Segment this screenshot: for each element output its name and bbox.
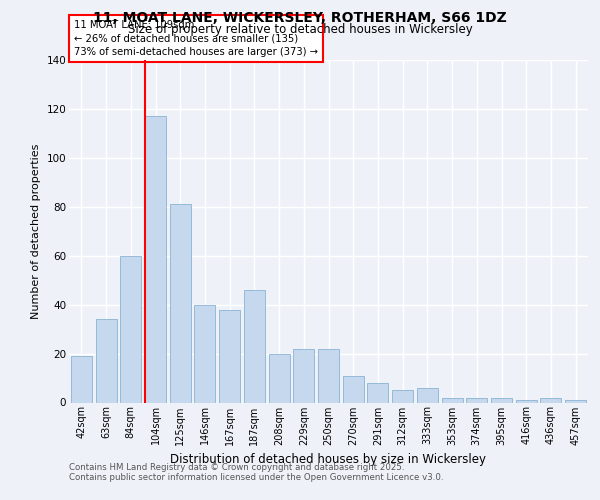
Bar — [466, 398, 487, 402]
Bar — [516, 400, 537, 402]
Bar — [145, 116, 166, 403]
Bar — [194, 304, 215, 402]
Text: 11, MOAT LANE, WICKERSLEY, ROTHERHAM, S66 1DZ: 11, MOAT LANE, WICKERSLEY, ROTHERHAM, S6… — [93, 11, 507, 25]
Bar — [442, 398, 463, 402]
Bar — [170, 204, 191, 402]
Bar — [343, 376, 364, 402]
Bar — [95, 320, 116, 402]
Bar — [417, 388, 438, 402]
Bar — [219, 310, 240, 402]
Bar — [269, 354, 290, 403]
Text: 11 MOAT LANE: 109sqm
← 26% of detached houses are smaller (135)
73% of semi-deta: 11 MOAT LANE: 109sqm ← 26% of detached h… — [74, 20, 318, 57]
Bar — [541, 398, 562, 402]
Bar — [244, 290, 265, 403]
X-axis label: Distribution of detached houses by size in Wickersley: Distribution of detached houses by size … — [170, 453, 487, 466]
Bar — [491, 398, 512, 402]
Bar — [120, 256, 141, 402]
Text: Contains public sector information licensed under the Open Government Licence v3: Contains public sector information licen… — [69, 472, 443, 482]
Bar — [293, 348, 314, 403]
Bar — [71, 356, 92, 403]
Bar — [367, 383, 388, 402]
Bar — [392, 390, 413, 402]
Bar — [318, 348, 339, 403]
Bar — [565, 400, 586, 402]
Text: Contains HM Land Registry data © Crown copyright and database right 2025.: Contains HM Land Registry data © Crown c… — [69, 462, 404, 471]
Text: Size of property relative to detached houses in Wickersley: Size of property relative to detached ho… — [128, 22, 472, 36]
Y-axis label: Number of detached properties: Number of detached properties — [31, 144, 41, 319]
